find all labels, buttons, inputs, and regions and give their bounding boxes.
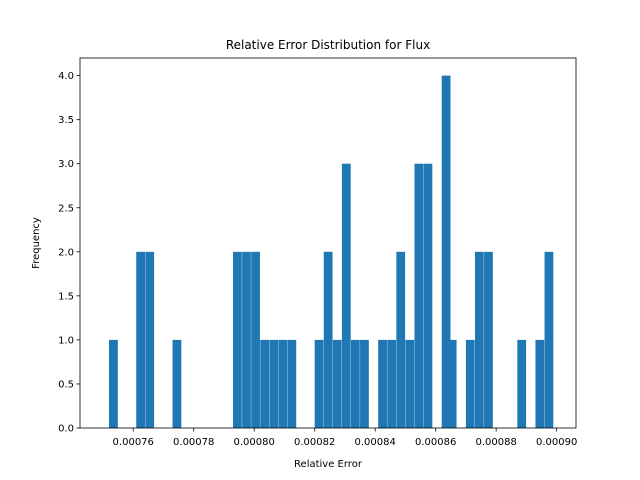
- histogram-bar: [109, 339, 118, 428]
- chart-title: Relative Error Distribution for Flux: [226, 38, 430, 52]
- y-axis-ticks: 0.0 0.5 1.0 1.5 2.0 2.5 3.0 3.5 4.0: [58, 71, 80, 435]
- histogram-bar: [465, 339, 475, 428]
- histogram-bar: [544, 251, 554, 428]
- y-tick-label: 2.0: [58, 247, 74, 258]
- axes-frame: [79, 57, 577, 429]
- y-tick-label: 3.5: [58, 115, 74, 126]
- histogram-bar: [423, 163, 433, 428]
- y-tick-label: 0.5: [58, 379, 74, 390]
- x-tick-label: 0.00084: [355, 437, 396, 448]
- y-axis-label: Frequency: [31, 217, 42, 269]
- histogram-bar: [323, 251, 333, 428]
- histogram-bar: [260, 339, 270, 428]
- histogram-bar: [360, 339, 369, 428]
- x-axis-label: Relative Error: [294, 459, 363, 470]
- histogram-bar: [278, 339, 288, 428]
- histogram-bar: [447, 339, 457, 428]
- y-tick-label: 2.5: [58, 203, 74, 214]
- y-tick-label: 0.0: [58, 424, 74, 435]
- plot-area: 0.00076 0.00078 0.00080 0.00082 0.00084 0.000…: [58, 57, 577, 448]
- histogram-bar: [474, 251, 484, 428]
- x-tick-label: 0.00088: [475, 437, 516, 448]
- histogram-bar: [269, 339, 279, 428]
- y-tick-label: 4.0: [58, 71, 74, 82]
- histogram-bar: [136, 251, 146, 428]
- histogram-bar: [535, 339, 545, 428]
- x-axis-ticks: 0.00076 0.00078 0.00080 0.00082 0.00084 0.000…: [113, 428, 577, 448]
- histogram-bar: [378, 339, 387, 428]
- histogram-bar: [387, 339, 397, 428]
- histogram-bar: [233, 251, 242, 428]
- histogram-bar: [441, 75, 451, 429]
- histogram-bar: [405, 339, 415, 428]
- y-tick-label: 1.0: [58, 335, 74, 346]
- y-tick-label: 1.5: [58, 291, 74, 302]
- x-tick-label: 0.00076: [113, 437, 154, 448]
- histogram-bar: [484, 251, 493, 428]
- x-tick-label: 0.00078: [173, 437, 214, 448]
- histogram-bar: [145, 251, 155, 428]
- histogram-bar: [517, 339, 527, 428]
- histogram-bar: [172, 339, 182, 428]
- x-tick-label: 0.00082: [294, 437, 335, 448]
- x-tick-label: 0.00090: [536, 437, 577, 448]
- histogram-bar: [341, 163, 351, 428]
- histogram-bar: [332, 339, 342, 428]
- histogram-bar: [414, 163, 424, 428]
- histogram-bar: [396, 251, 406, 428]
- histogram-bar: [251, 251, 260, 428]
- x-tick-label: 0.00086: [415, 437, 456, 448]
- histogram-bar: [242, 251, 251, 428]
- histogram-bar: [314, 339, 324, 428]
- y-tick-label: 3.0: [58, 159, 74, 170]
- x-tick-label: 0.00080: [234, 437, 275, 448]
- bars-group: [109, 75, 554, 429]
- histogram-bar: [350, 339, 360, 428]
- histogram-bar: [287, 339, 297, 428]
